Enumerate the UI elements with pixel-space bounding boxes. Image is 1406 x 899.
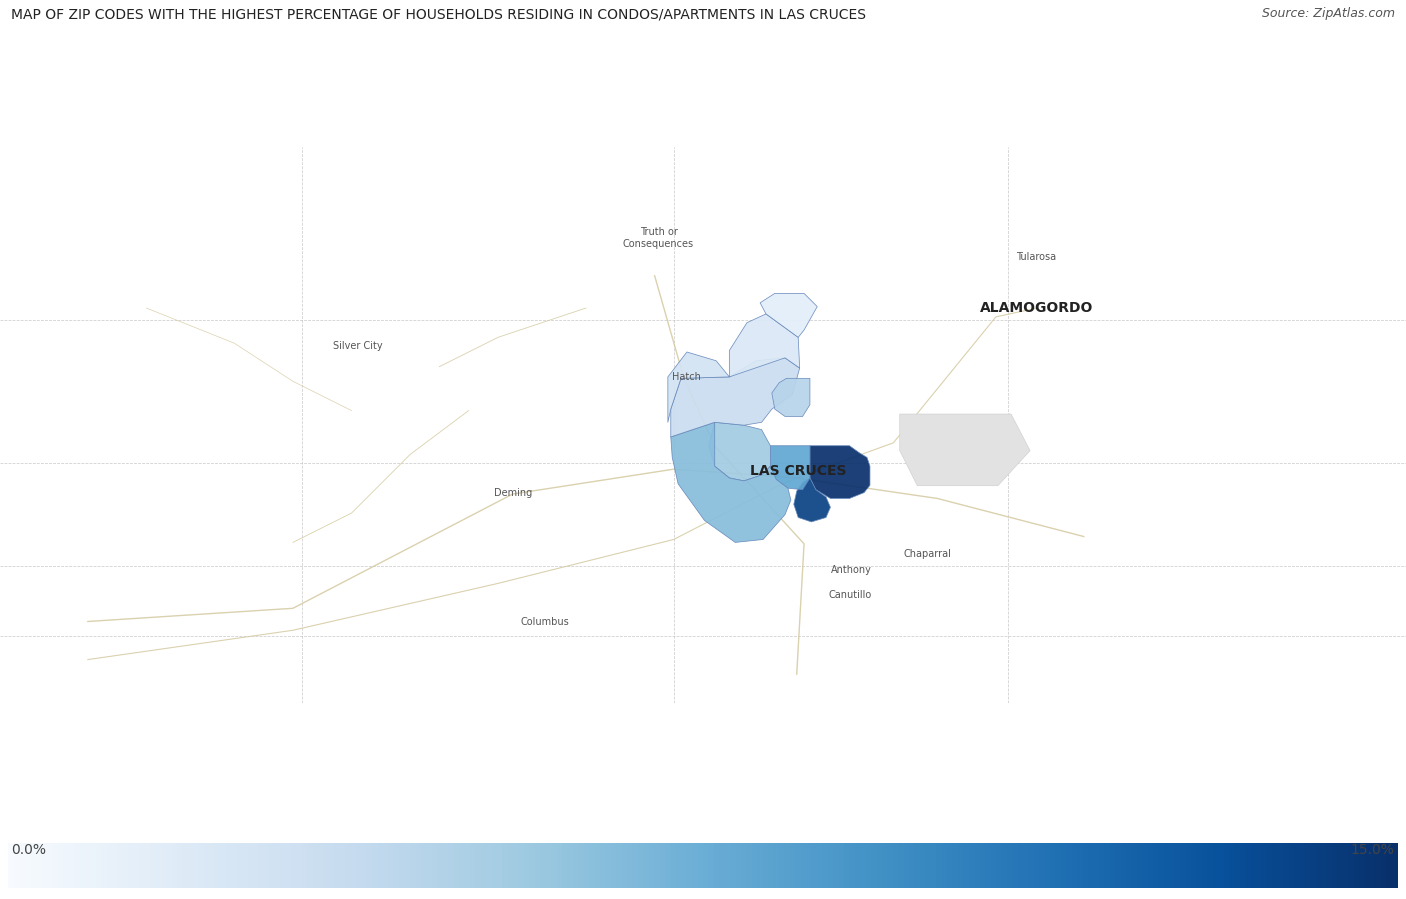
Text: MAP OF ZIP CODES WITH THE HIGHEST PERCENTAGE OF HOUSEHOLDS RESIDING IN CONDOS/AP: MAP OF ZIP CODES WITH THE HIGHEST PERCEN… bbox=[11, 7, 866, 22]
Text: ALAMOGORDO: ALAMOGORDO bbox=[980, 301, 1094, 315]
Text: Truth or
Consequences: Truth or Consequences bbox=[623, 227, 695, 248]
Text: LAS CRUCES: LAS CRUCES bbox=[749, 464, 846, 477]
Text: Chaparral: Chaparral bbox=[903, 548, 950, 558]
Text: Canutillo: Canutillo bbox=[828, 590, 872, 601]
Text: Deming: Deming bbox=[494, 488, 533, 498]
Text: Columbus: Columbus bbox=[520, 617, 569, 628]
Text: 15.0%: 15.0% bbox=[1351, 843, 1395, 858]
Text: 0.0%: 0.0% bbox=[11, 843, 46, 858]
Text: Silver City: Silver City bbox=[333, 341, 382, 352]
Text: Anthony: Anthony bbox=[831, 565, 872, 575]
Text: Tularosa: Tularosa bbox=[1015, 252, 1056, 262]
Text: Hatch: Hatch bbox=[672, 372, 702, 382]
Text: Source: ZipAtlas.com: Source: ZipAtlas.com bbox=[1261, 7, 1395, 20]
